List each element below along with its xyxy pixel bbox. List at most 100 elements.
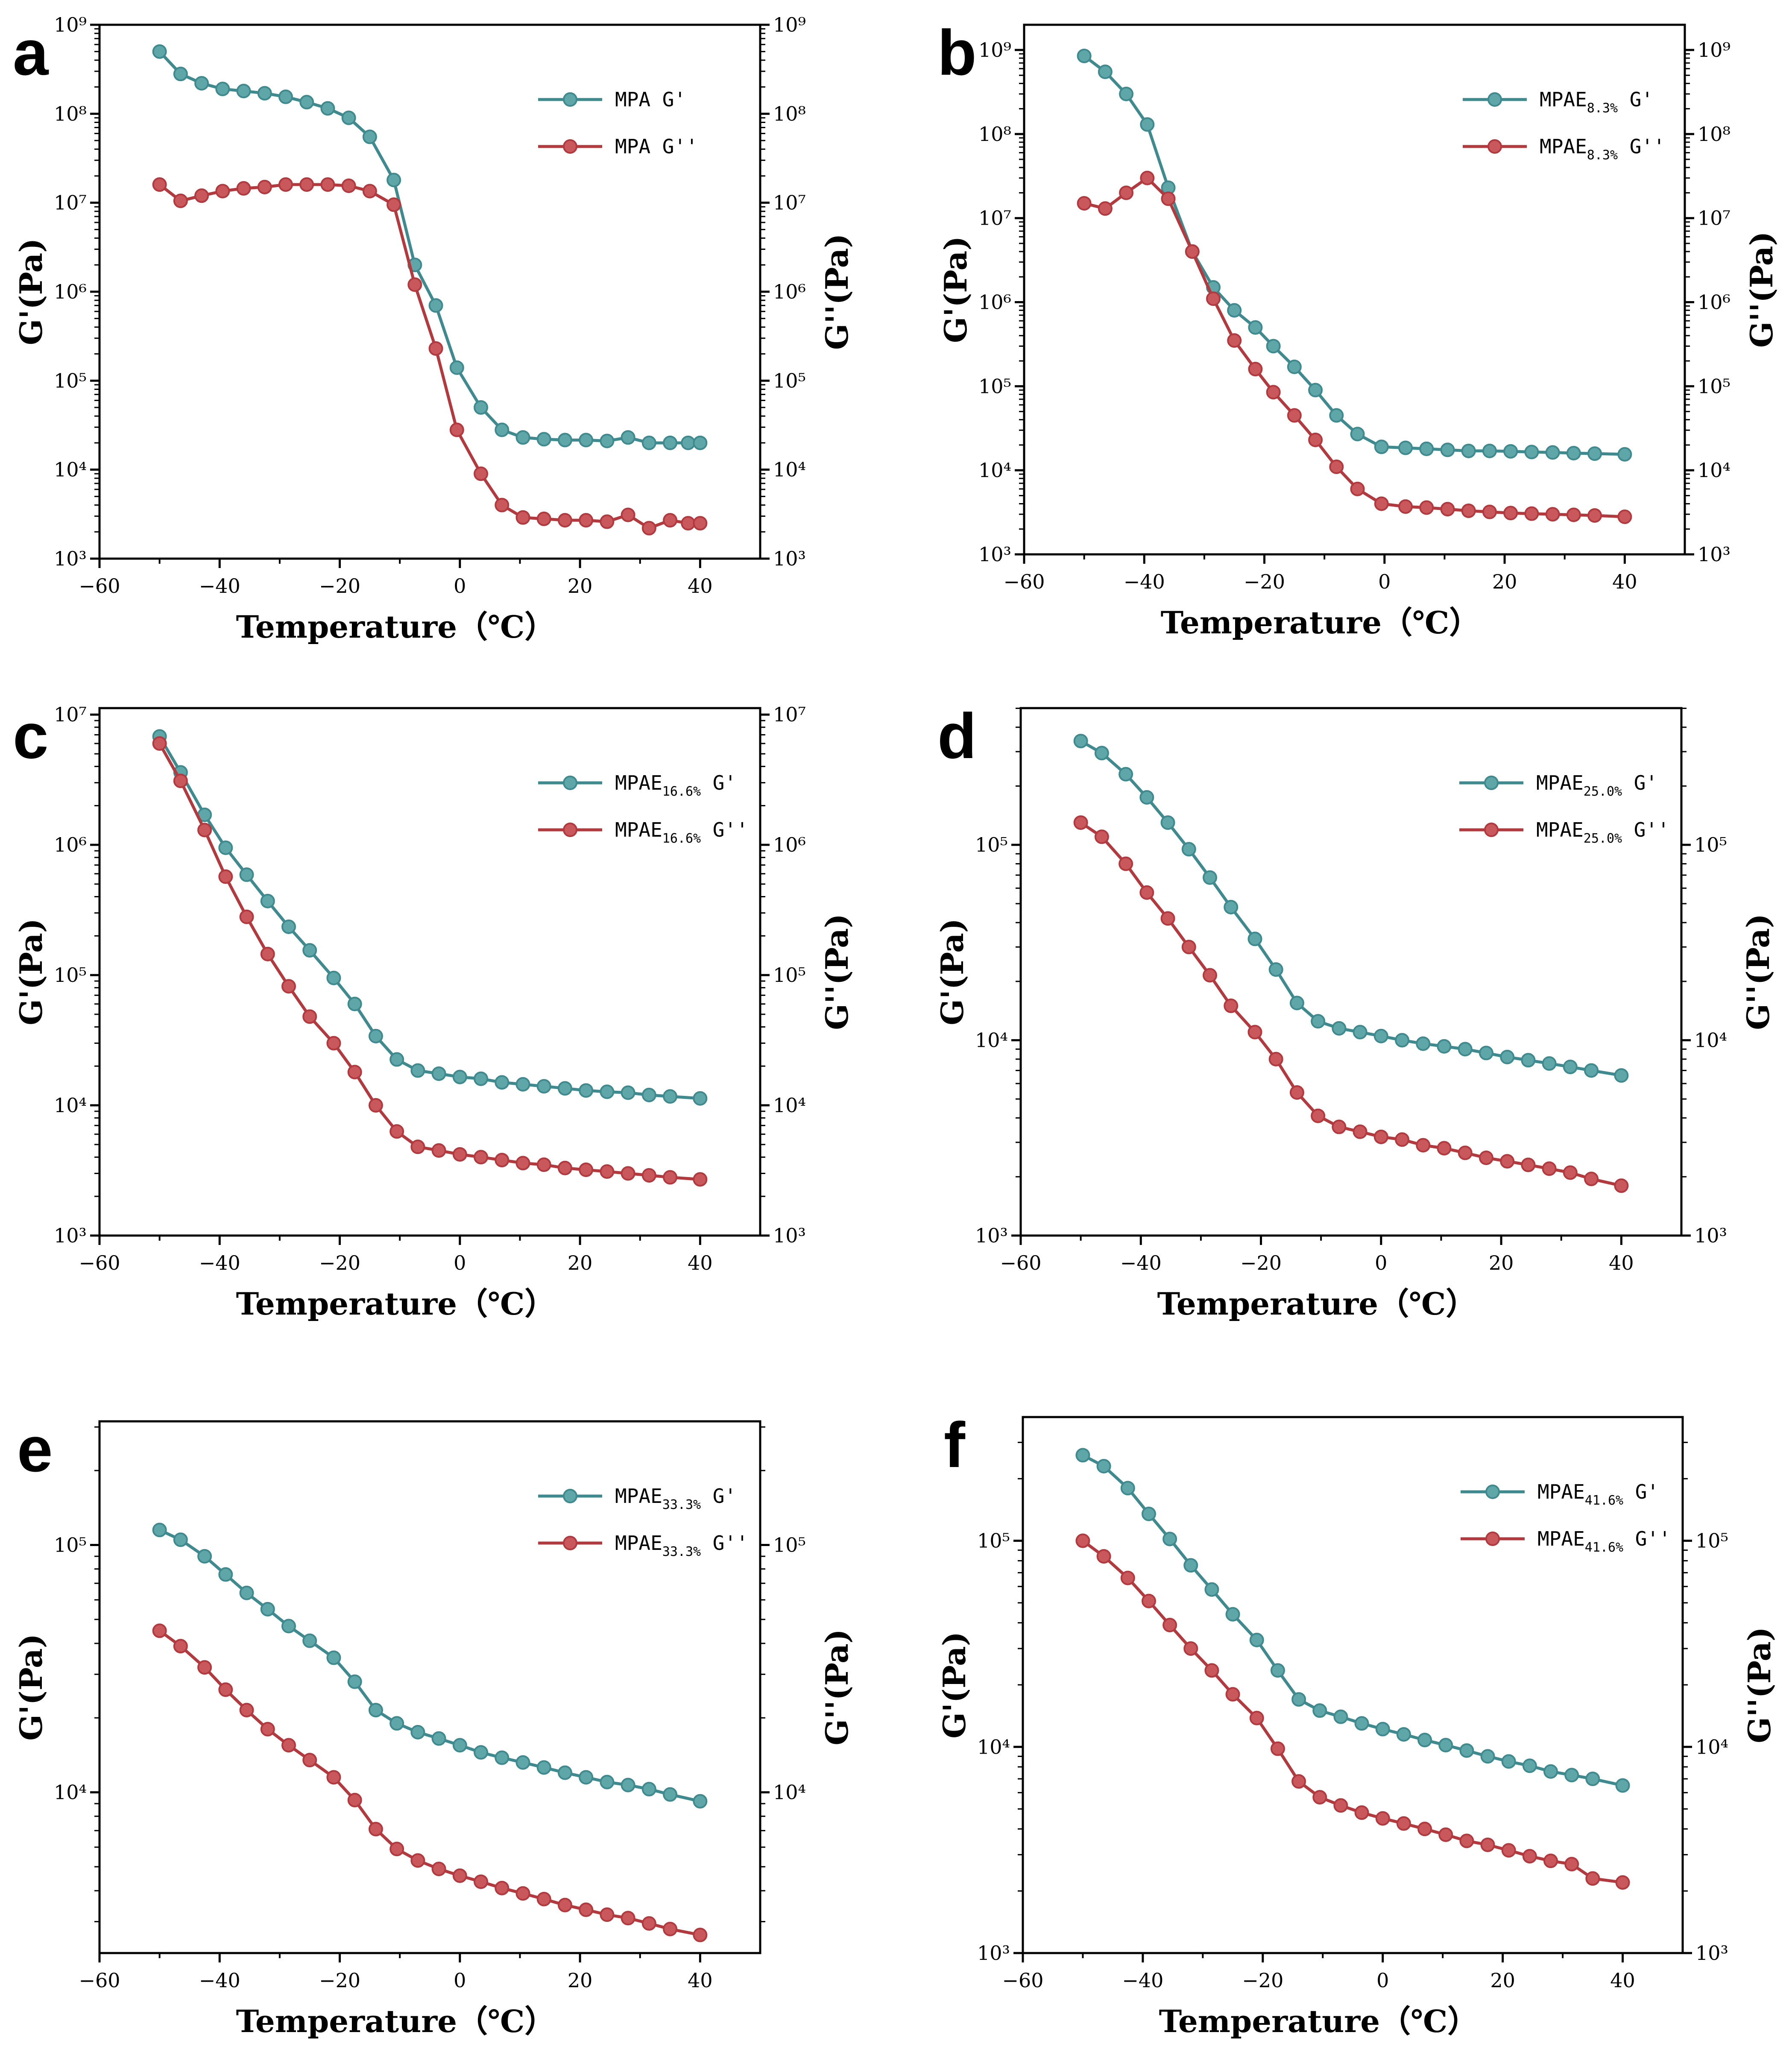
panel-b: b −60 −40 −20 0 20 40 10³ 10³ 10⁴ 10⁴ 10⁵ 10⁵ 10⁶ 10⁶ 1… [937,17,1780,641]
data-point [641,1087,656,1102]
y-axis-label-right: G''(Pa) [819,1629,855,1745]
data-point [431,1731,446,1746]
y-axis-label-left: G'(Pa) [13,238,49,346]
y-tick-label-left: 10⁷ [978,207,1011,230]
x-tick-label: −20 [1244,570,1285,593]
panel-f: f −60 −40 −20 0 20 40 10³ 10³ 10⁴ 10⁴ 10⁵ 10⁵ Tempera… [936,1409,1777,2039]
y-tick-label-left: 10⁵ [54,1534,87,1557]
plot-frame [98,1420,761,1954]
data-point [1522,1849,1537,1864]
y-tick-label-left: 10⁴ [975,1029,1008,1052]
data-point [1119,185,1134,200]
y-tick-label-left: 10⁵ [54,369,87,392]
data-point [1480,1837,1495,1852]
y-tick-label-right: 10⁴ [773,1781,806,1804]
panel-c: c −60 −40 −20 0 20 40 10³ 10³ 10⁴ 10⁴ 10⁵ 10⁵ 10⁶ 10⁶ 1… [13,700,855,1322]
data-point [410,1853,425,1868]
data-point [536,511,551,526]
x-tick-label: 20 [568,1969,593,1992]
data-point [452,1069,467,1084]
data-point [1248,362,1263,377]
data-point [1308,383,1323,398]
data-point [1162,1618,1177,1633]
data-point [452,1738,467,1753]
data-point [1139,790,1154,805]
data-point [693,435,708,450]
data-point [1522,1758,1537,1773]
data-point [1458,1042,1473,1057]
data-point [474,400,489,415]
data-point [173,1639,188,1654]
x-axis-label: Temperature（℃） [236,609,556,645]
data-point [1119,86,1134,101]
data-point [693,1794,708,1809]
data-point [600,1775,615,1789]
y-tick-label-right: 10⁵ [773,1534,806,1557]
y-tick-label-right: 10⁴ [1695,1735,1728,1758]
data-point [693,1927,708,1942]
data-point [495,422,509,437]
data-point [693,516,708,531]
data-point [1353,1025,1367,1040]
data-point [428,341,443,356]
y-tick-label-right: 10⁶ [1698,291,1731,314]
y-tick-label-right: 10⁸ [773,102,806,125]
data-point [347,1065,362,1080]
legend-label: MPAE16.6% G'' [615,818,748,846]
plot-frame [1023,23,1686,556]
x-tick-label: −60 [1002,1969,1043,1992]
data-point [600,1084,615,1099]
data-point [579,433,594,448]
data-point [236,84,251,99]
data-point [1480,1749,1495,1764]
legend-marker [563,823,577,837]
data-point [1503,444,1518,459]
data-point [326,1650,341,1665]
data-point [1181,842,1196,857]
data-point [368,1028,383,1043]
data-point [1094,746,1109,761]
data-point [1096,1549,1111,1564]
data-point [1440,502,1455,517]
data-point [368,1098,383,1113]
data-point [1270,1741,1285,1756]
data-point [389,1842,404,1857]
data-point [257,179,272,194]
x-tick-label: −60 [79,1969,120,1992]
data-point [1417,1733,1432,1748]
y-tick-label-right: 10⁹ [1698,38,1731,62]
x-tick-label: 0 [1376,1969,1389,1992]
data-point [1373,1028,1388,1043]
data-point [1563,1165,1578,1180]
data-point [1289,996,1304,1010]
data-point [410,1725,425,1740]
legend-marker [1487,139,1502,154]
x-tick-label: −20 [1240,1251,1282,1274]
data-point [326,1036,341,1051]
legend-marker [563,1489,577,1503]
x-axis-label: Temperature（℃） [1159,2003,1479,2039]
panel-label: f [944,1409,966,1481]
data-point [641,1916,656,1931]
data-point [1227,333,1242,348]
data-point [1333,1709,1348,1724]
data-point [693,1172,708,1187]
data-point [1160,815,1175,830]
data-point [260,1722,275,1737]
data-point [1332,1119,1347,1134]
data-point [1374,496,1389,511]
y-tick-label-right: 10³ [1698,543,1731,566]
data-point [1206,291,1221,306]
x-tick-label: 0 [454,574,466,597]
y-tick-label-left: 10⁹ [978,38,1011,62]
y-tick-label-right: 10³ [773,547,806,570]
x-tick-label: 0 [1378,570,1391,593]
data-point [663,1921,678,1936]
legend-label: MPAE41.6% G' [1537,1480,1659,1508]
data-point [579,1770,594,1785]
legend-marker [563,92,577,107]
legend-marker [1485,1532,1500,1546]
data-point [1120,1570,1135,1585]
x-tick-label: −40 [199,1251,240,1274]
data-point [1585,1772,1600,1786]
